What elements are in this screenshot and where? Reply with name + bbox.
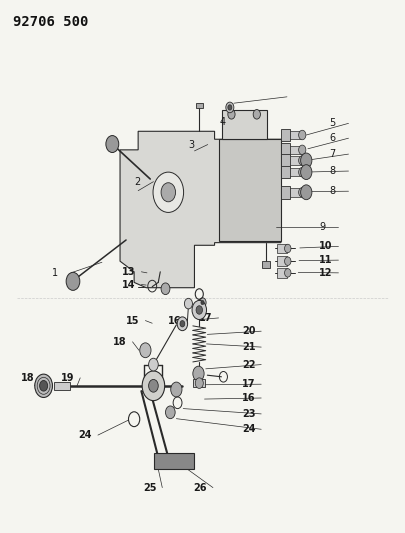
Text: 18: 18 [113, 337, 127, 347]
Text: 7: 7 [329, 149, 335, 159]
Circle shape [161, 283, 170, 295]
Text: 25: 25 [143, 482, 156, 492]
Text: 16: 16 [242, 393, 256, 403]
Text: 23: 23 [242, 409, 256, 419]
Circle shape [228, 110, 235, 119]
Text: 6: 6 [329, 133, 335, 143]
Circle shape [226, 102, 234, 113]
Circle shape [301, 153, 312, 168]
Text: 9: 9 [319, 222, 325, 232]
Text: 11: 11 [319, 255, 333, 265]
Text: 2: 2 [134, 176, 141, 187]
Circle shape [35, 374, 53, 398]
Bar [281, 143, 290, 156]
Text: 10: 10 [319, 241, 333, 252]
Text: 20: 20 [242, 326, 256, 336]
Bar [281, 128, 290, 141]
Text: 13: 13 [122, 267, 136, 277]
Text: 15: 15 [126, 316, 140, 326]
Text: 8: 8 [329, 186, 335, 196]
Circle shape [66, 272, 80, 290]
Circle shape [298, 130, 306, 140]
Circle shape [298, 167, 306, 177]
Circle shape [140, 343, 151, 358]
Bar [277, 256, 287, 266]
Circle shape [298, 188, 306, 197]
Bar [290, 146, 301, 154]
Bar [262, 261, 271, 268]
Circle shape [298, 156, 306, 165]
Text: 21: 21 [242, 342, 256, 352]
Circle shape [195, 378, 203, 389]
Circle shape [40, 381, 48, 391]
Circle shape [285, 244, 291, 253]
Circle shape [196, 306, 202, 314]
Bar [290, 131, 301, 139]
Text: 24: 24 [79, 430, 92, 440]
Circle shape [201, 301, 204, 305]
Text: 1: 1 [52, 268, 58, 278]
Text: 5: 5 [329, 118, 335, 128]
Bar [277, 244, 287, 253]
Text: 24: 24 [242, 424, 256, 434]
Circle shape [298, 145, 306, 155]
Circle shape [199, 298, 206, 308]
Circle shape [153, 172, 183, 213]
Bar [281, 186, 290, 199]
Circle shape [177, 317, 188, 330]
Text: 4: 4 [220, 117, 226, 127]
Polygon shape [222, 110, 267, 139]
Text: 18: 18 [21, 373, 34, 383]
Text: 16: 16 [168, 316, 182, 326]
Circle shape [161, 183, 175, 202]
Text: 17: 17 [199, 313, 213, 323]
Bar [290, 168, 301, 176]
Circle shape [285, 257, 291, 265]
Circle shape [192, 301, 207, 319]
Bar [154, 453, 194, 469]
Polygon shape [120, 131, 281, 288]
Text: 92706 500: 92706 500 [13, 14, 89, 29]
Circle shape [193, 366, 204, 381]
Bar [277, 268, 287, 278]
Circle shape [149, 358, 158, 371]
Circle shape [253, 110, 260, 119]
Bar [281, 154, 290, 167]
Bar [196, 103, 203, 108]
Circle shape [180, 320, 185, 327]
Text: 8: 8 [329, 166, 335, 176]
Text: 22: 22 [242, 360, 256, 369]
Bar [290, 188, 301, 197]
Circle shape [171, 382, 182, 397]
Polygon shape [219, 139, 281, 241]
Bar [54, 382, 70, 390]
Text: 26: 26 [194, 482, 207, 492]
Circle shape [149, 379, 158, 392]
Text: 12: 12 [319, 268, 333, 278]
Text: 17: 17 [242, 379, 256, 389]
Bar [290, 156, 301, 165]
Circle shape [184, 298, 192, 309]
Text: 14: 14 [122, 279, 136, 289]
Circle shape [228, 105, 232, 110]
Circle shape [106, 135, 119, 152]
Text: 19: 19 [61, 373, 75, 383]
Circle shape [285, 269, 291, 277]
Bar [158, 457, 168, 469]
Circle shape [142, 371, 165, 401]
Circle shape [166, 406, 175, 419]
Circle shape [301, 185, 312, 200]
Circle shape [301, 165, 312, 180]
Text: 3: 3 [188, 140, 194, 150]
Bar [193, 379, 205, 387]
Bar [281, 166, 290, 179]
